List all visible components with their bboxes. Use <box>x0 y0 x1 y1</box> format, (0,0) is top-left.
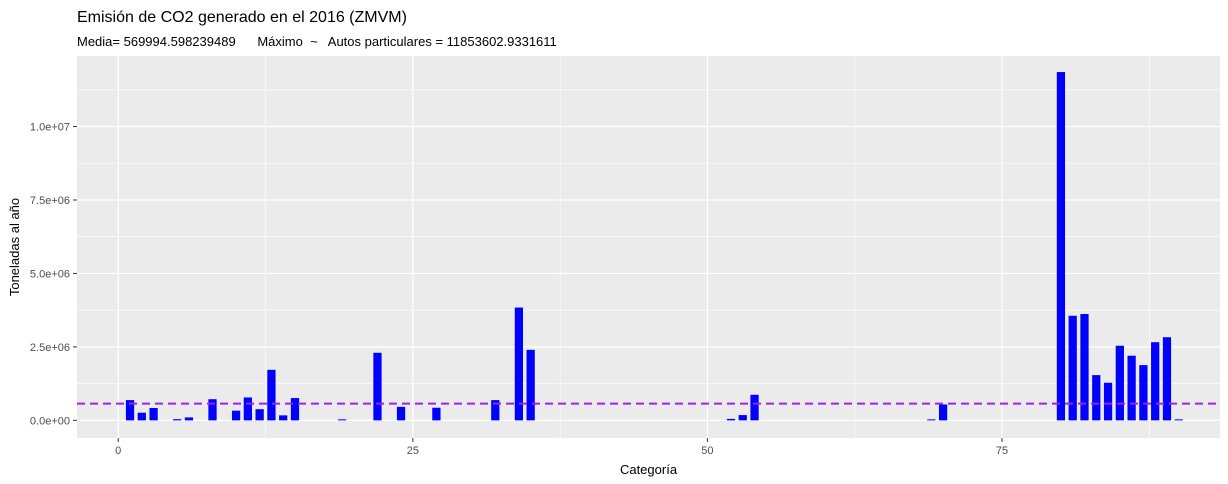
bar <box>290 398 300 421</box>
bar <box>750 394 759 421</box>
bar <box>1115 345 1124 421</box>
x-tick-label: 50 <box>701 445 713 457</box>
bar <box>1092 375 1101 421</box>
bar <box>1139 365 1148 421</box>
bar <box>267 369 276 421</box>
bar <box>373 352 382 421</box>
y-tick-label: 0.0e+00 <box>30 415 70 427</box>
bar <box>173 419 182 421</box>
bar <box>208 399 217 421</box>
bar <box>1174 419 1183 421</box>
x-axis-title: Categoría <box>620 462 678 477</box>
bar <box>927 419 936 421</box>
bar <box>1068 315 1077 421</box>
y-tick-label: 5.0e+06 <box>30 268 70 280</box>
bar <box>231 410 241 421</box>
bars <box>125 72 1183 421</box>
bar <box>184 417 194 421</box>
x-tick-label: 25 <box>407 445 419 457</box>
x-tick-label: 0 <box>115 445 121 457</box>
bar <box>491 400 500 421</box>
bar <box>279 415 288 421</box>
bar <box>938 404 948 421</box>
x-axis-ticks: 0 25 50 75 <box>115 438 1008 457</box>
bar <box>1080 313 1089 421</box>
y-axis-title: Toneladas al año <box>7 198 22 296</box>
x-tick-label: 75 <box>996 445 1008 457</box>
bar <box>125 400 135 421</box>
y-axis-ticks: 0.0e+00 2.5e+06 5.0e+06 7.5e+06 1.0e+07 <box>30 122 77 427</box>
y-tick-label: 1.0e+07 <box>30 122 70 134</box>
bar <box>338 419 347 421</box>
bar <box>137 412 146 421</box>
plot-panel <box>77 56 1220 438</box>
bar <box>1151 342 1160 421</box>
bar <box>514 307 524 421</box>
bar <box>149 408 158 421</box>
bar <box>255 409 264 421</box>
bar <box>1056 72 1066 421</box>
y-tick-label: 2.5e+06 <box>30 342 70 354</box>
bar <box>396 406 406 421</box>
bar <box>1162 337 1172 421</box>
chart-title: Emisión de CO2 generado en el 2016 (ZMVM… <box>77 9 407 26</box>
y-tick-label: 7.5e+06 <box>30 195 70 207</box>
chart-subtitle: Media= 569994.598239489 Máximo ~ Autos p… <box>77 34 557 49</box>
bar <box>432 407 441 421</box>
bar <box>526 349 535 421</box>
bar <box>243 397 252 421</box>
bar <box>1103 382 1113 421</box>
bar <box>738 415 747 421</box>
bar <box>726 418 736 421</box>
bar <box>1127 355 1136 421</box>
